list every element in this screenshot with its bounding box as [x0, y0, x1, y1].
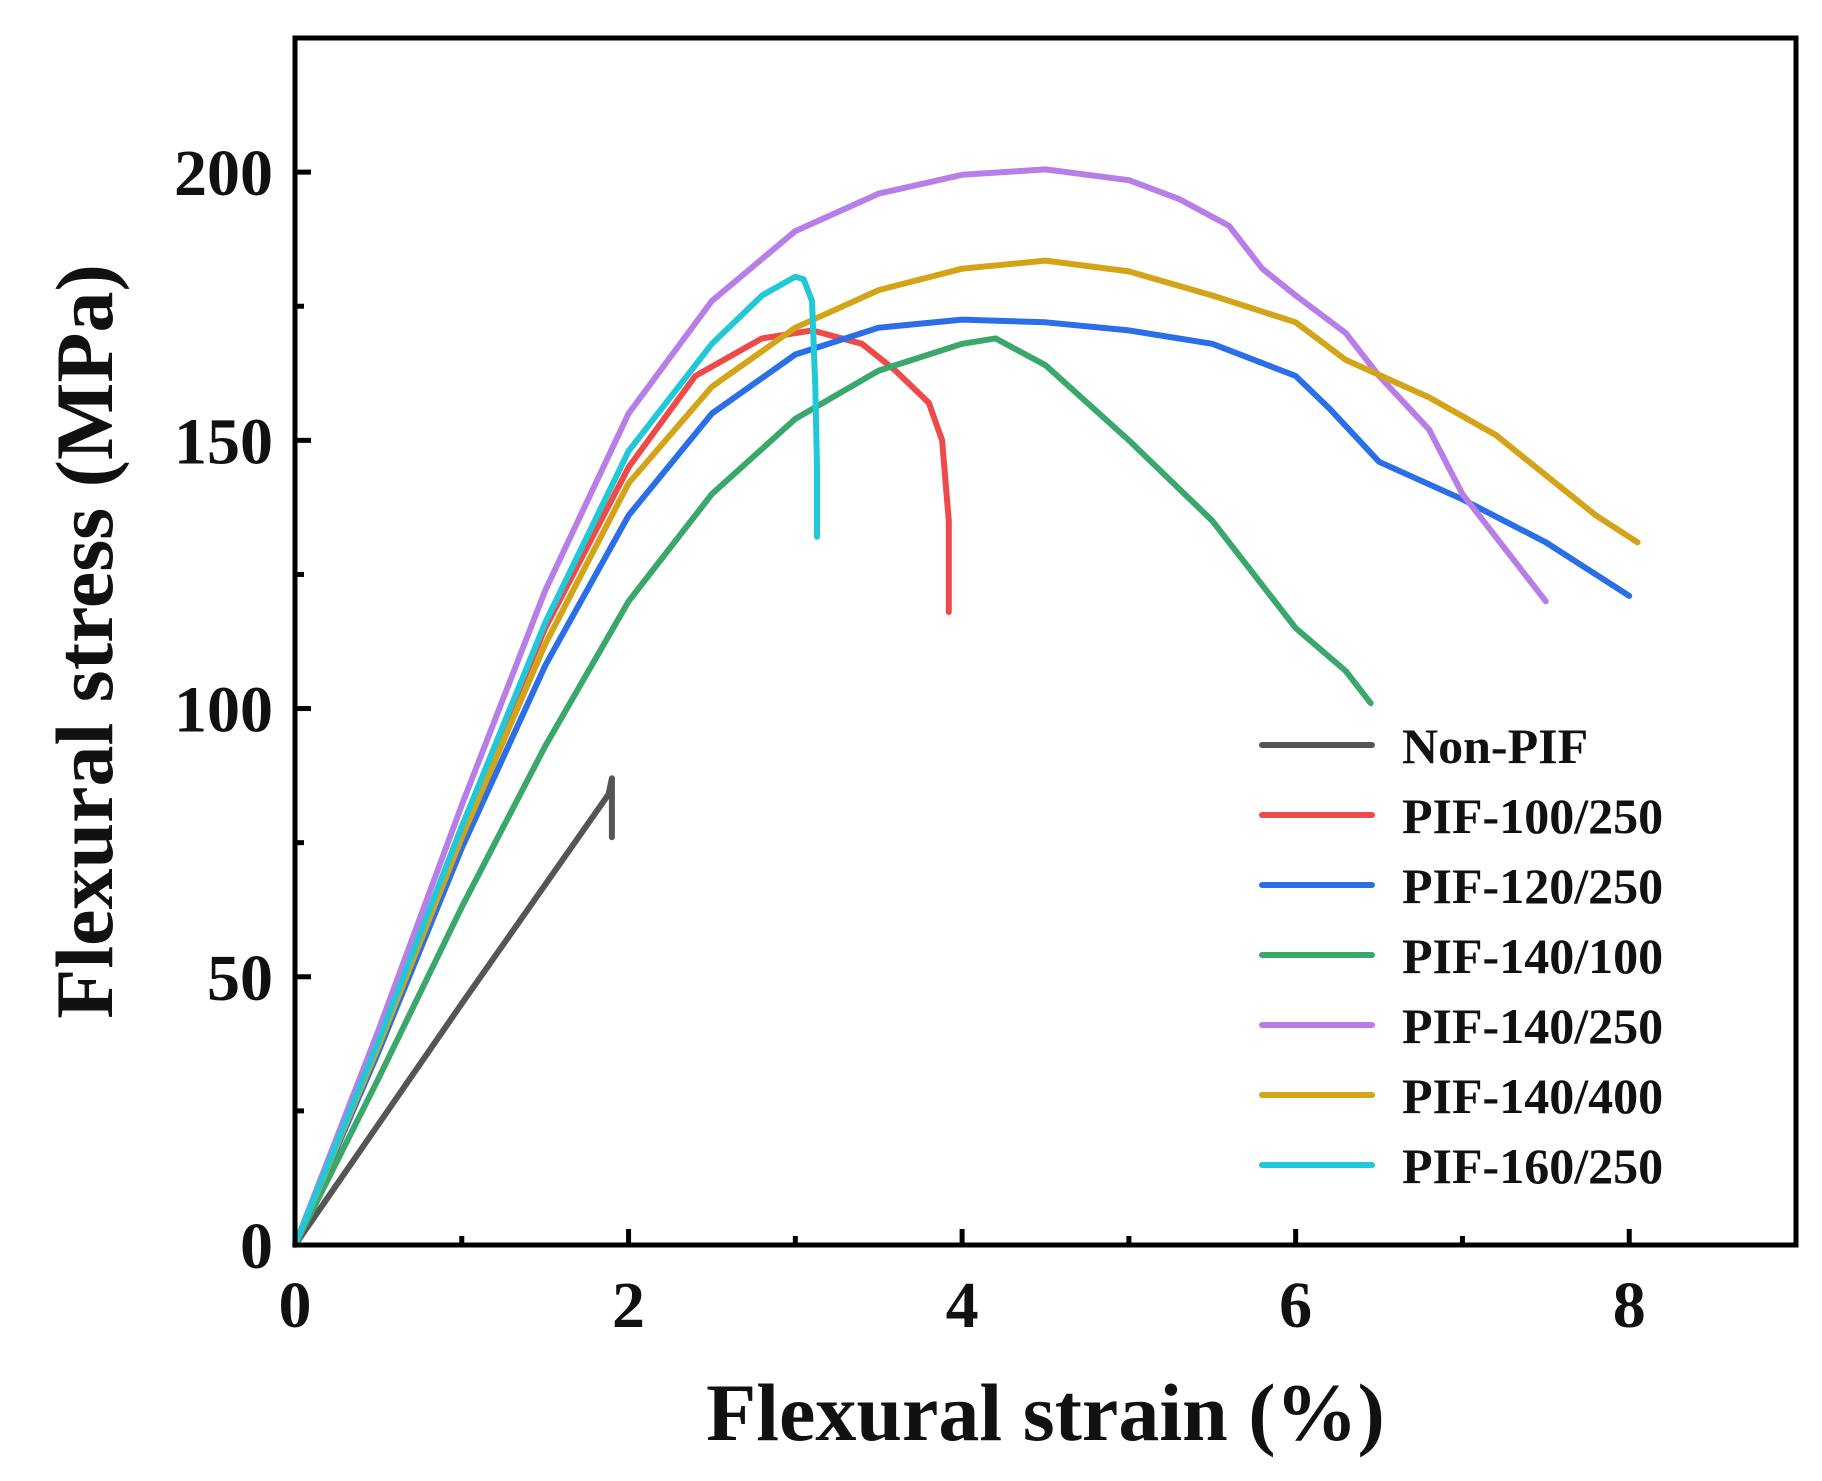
- plot-area-frame: [292, 35, 1799, 1248]
- series-line-6: [292, 273, 820, 1248]
- series-line-5: [292, 257, 1641, 1248]
- y-tick-label: 200: [174, 137, 273, 210]
- x-tick-label: 0: [279, 1269, 312, 1342]
- legend-label-3: PIF-140/100: [1402, 928, 1663, 984]
- tick-labels-group: 0 2 4 6 8 0 50 100 150 200: [174, 137, 1646, 1342]
- y-tick-label: 150: [174, 405, 273, 478]
- legend-label-4: PIF-140/250: [1402, 998, 1663, 1054]
- y-axis-label: Flexural stress (MPa): [39, 264, 130, 1019]
- legend-label-6: PIF-160/250: [1402, 1138, 1663, 1194]
- legend-label-1: PIF-100/250: [1402, 788, 1663, 844]
- legend: Non-PIF PIF-100/250 PIF-120/250 PIF-140/100…: [1259, 718, 1663, 1194]
- x-tick-label: 2: [612, 1269, 645, 1342]
- axis-ticks-group: [292, 169, 1632, 1248]
- legend-label-2: PIF-120/250: [1402, 858, 1663, 914]
- series-line-3: [292, 335, 1374, 1248]
- series-line-2: [292, 316, 1633, 1248]
- series-lines-group: [292, 166, 1641, 1248]
- x-axis-label: Flexural strain (%): [706, 1367, 1385, 1458]
- y-tick-label: 100: [174, 674, 273, 747]
- series-line-0: [292, 775, 615, 1248]
- series-line-4: [292, 166, 1549, 1248]
- legend-label-5: PIF-140/400: [1402, 1068, 1663, 1124]
- y-tick-label: 50: [207, 942, 273, 1015]
- x-tick-label: 4: [946, 1269, 979, 1342]
- x-tick-label: 6: [1279, 1269, 1312, 1342]
- legend-label-0: Non-PIF: [1402, 718, 1588, 774]
- x-tick-label: 8: [1613, 1269, 1646, 1342]
- y-tick-label: 0: [240, 1210, 273, 1283]
